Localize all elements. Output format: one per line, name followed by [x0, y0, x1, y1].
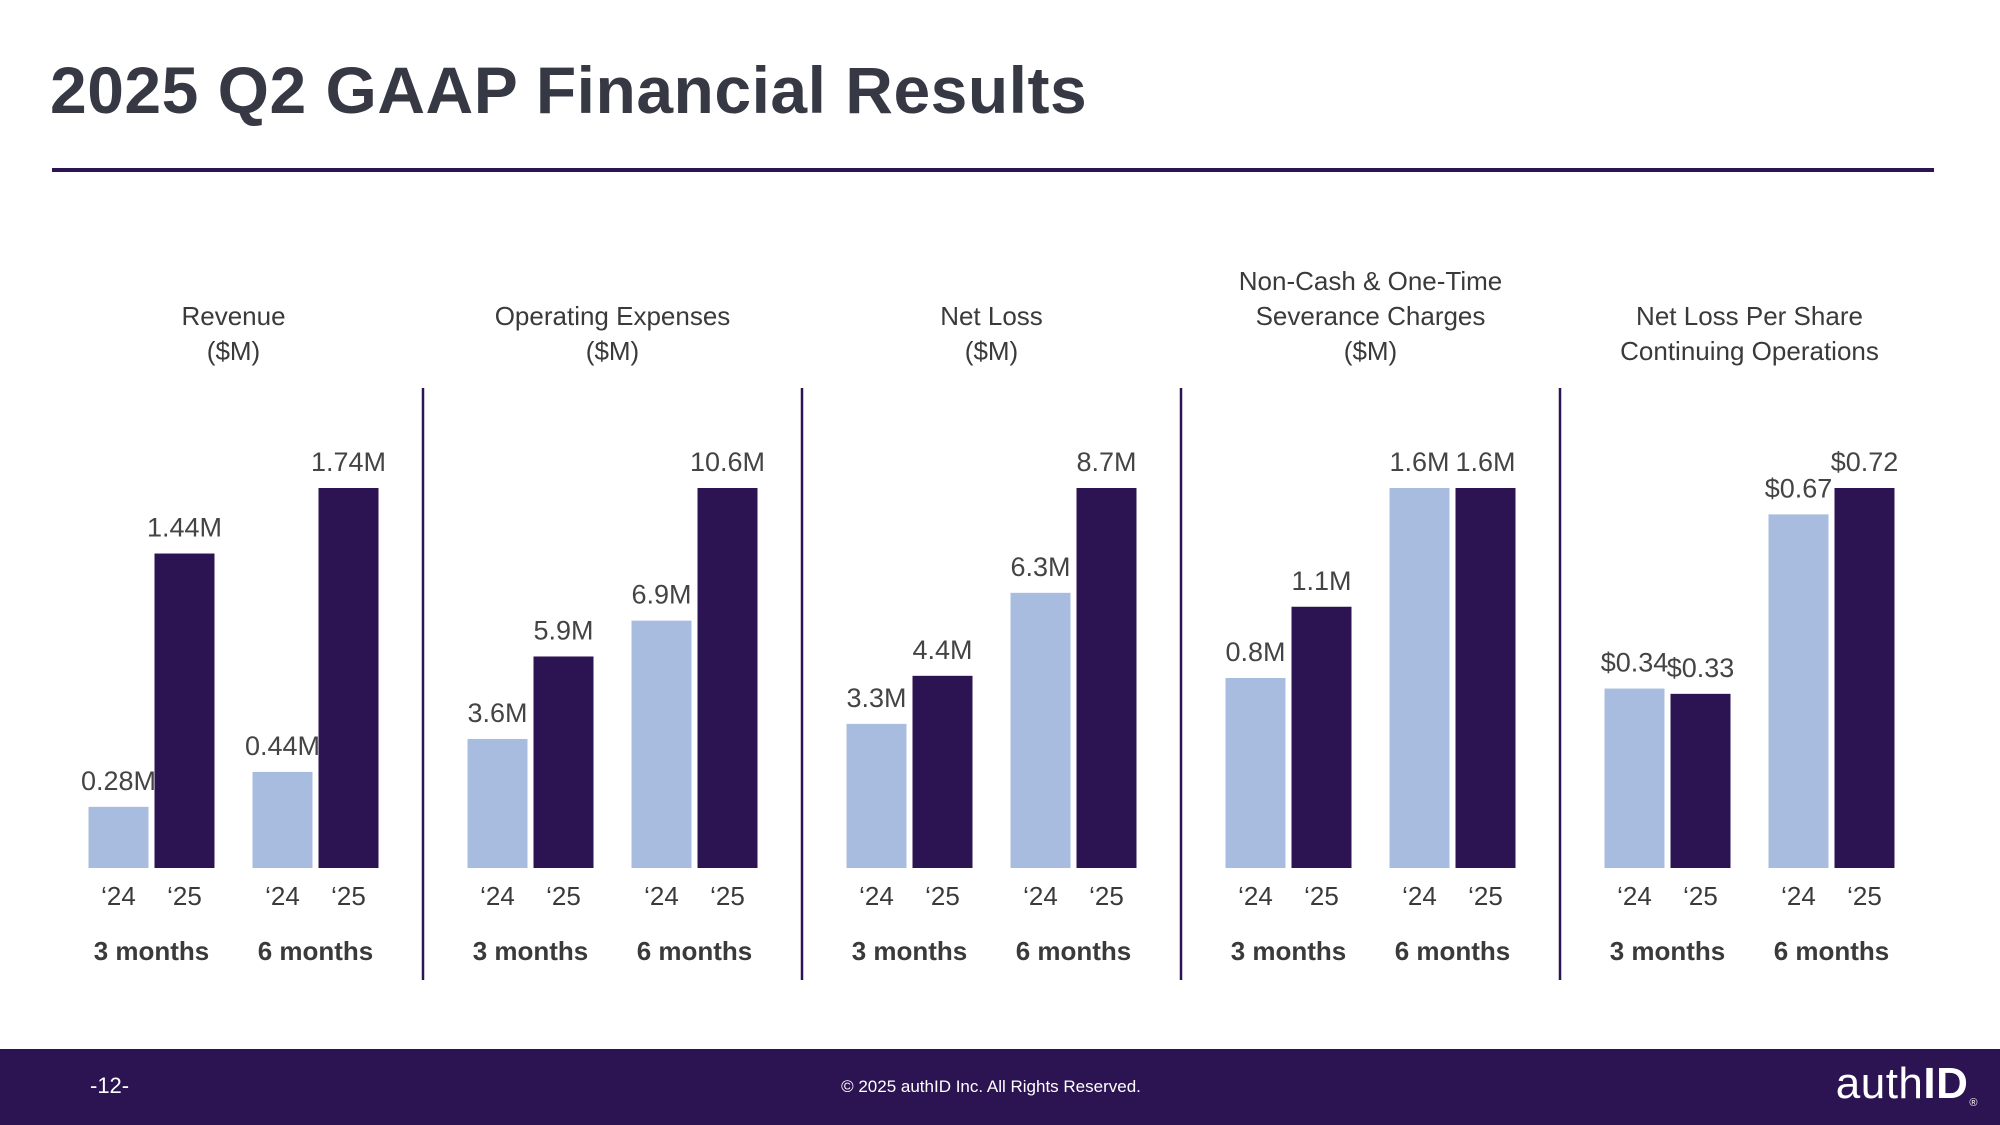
data-label: 1.6M	[1389, 447, 1449, 477]
data-label: 6.9M	[631, 580, 691, 610]
page-number: -12-	[90, 1073, 130, 1098]
year-tick-label: ‘24	[265, 881, 300, 911]
year-tick-label: ‘24	[101, 881, 136, 911]
chart-title-line: ($M)	[1344, 336, 1397, 366]
year-tick-label: ‘25	[1847, 881, 1882, 911]
data-label: 4.4M	[912, 635, 972, 665]
year-tick-label: ‘25	[1683, 881, 1718, 911]
group-label: 6 months	[258, 936, 374, 966]
data-label: 1.1M	[1291, 566, 1351, 596]
bar-2025-6-months	[1455, 488, 1516, 868]
bar-2024-6-months	[252, 771, 313, 868]
data-label: $0.34	[1601, 648, 1669, 678]
data-label: $0.72	[1831, 447, 1899, 477]
group-label: 6 months	[1395, 936, 1511, 966]
year-tick-label: ‘24	[1781, 881, 1816, 911]
chart-title-line: ($M)	[586, 336, 639, 366]
bar-2024-6-months	[631, 620, 692, 868]
group-label: 3 months	[852, 936, 968, 966]
bar-2024-3-months	[467, 738, 528, 868]
bar-2024-6-months	[1768, 514, 1829, 868]
bar-2025-6-months	[1834, 488, 1895, 868]
bar-2024-3-months	[846, 723, 907, 868]
data-label: 0.44M	[245, 731, 320, 761]
charts-area: Revenue ($M) 0.28M ‘24 1.44M ‘25 3 months 0.44M…	[81, 266, 1899, 980]
data-label: 3.3M	[846, 683, 906, 713]
chart-title-line: Operating Expenses	[495, 301, 731, 331]
group-label: 6 months	[637, 936, 753, 966]
year-tick-label: ‘24	[480, 881, 515, 911]
copyright-text: © 2025 authID Inc. All Rights Reserved.	[841, 1077, 1141, 1096]
title-underline	[52, 168, 1934, 172]
chart-title-line: ($M)	[965, 336, 1018, 366]
chart-title-line: Net Loss	[940, 301, 1043, 331]
logo-text-bold: ID	[1923, 1059, 1969, 1108]
year-tick-label: ‘25	[1089, 881, 1124, 911]
data-label: 5.9M	[533, 615, 593, 645]
year-tick-label: ‘24	[859, 881, 894, 911]
year-tick-label: ‘24	[1402, 881, 1437, 911]
year-tick-label: ‘24	[644, 881, 679, 911]
bar-2025-6-months	[697, 488, 758, 868]
year-tick-label: ‘25	[1304, 881, 1339, 911]
year-tick-label: ‘24	[1023, 881, 1058, 911]
year-tick-label: ‘25	[167, 881, 202, 911]
year-tick-label: ‘25	[546, 881, 581, 911]
year-tick-label: ‘25	[1468, 881, 1503, 911]
group-label: 3 months	[1231, 936, 1347, 966]
bar-2024-3-months	[1604, 688, 1665, 868]
data-label: $0.33	[1667, 653, 1735, 683]
bar-2025-3-months	[1291, 606, 1352, 868]
bar-2025-3-months	[912, 675, 973, 868]
chart-title-line: Revenue	[181, 301, 285, 331]
footer-bar: -12- © 2025 authID Inc. All Rights Reser…	[0, 1049, 2000, 1125]
bar-2024-6-months	[1389, 488, 1450, 868]
data-label: 1.74M	[311, 447, 386, 477]
group-label: 6 months	[1774, 936, 1890, 966]
bar-2024-6-months	[1010, 592, 1071, 868]
bar-2024-3-months	[88, 806, 149, 868]
logo-registered-mark: ®	[1969, 1097, 1978, 1109]
data-label: 0.28M	[81, 766, 156, 796]
data-label: 0.8M	[1225, 637, 1285, 667]
year-tick-label: ‘25	[925, 881, 960, 911]
chart-title-line: Severance Charges	[1256, 301, 1486, 331]
chart-title-line: Non-Cash & One-Time	[1239, 266, 1502, 296]
data-label: 6.3M	[1010, 552, 1070, 582]
bar-2025-3-months	[154, 553, 215, 868]
data-label: 1.6M	[1455, 447, 1515, 477]
bar-2025-3-months	[1670, 693, 1731, 868]
data-label: $0.67	[1765, 473, 1833, 503]
data-label: 1.44M	[147, 513, 222, 543]
year-tick-label: ‘24	[1617, 881, 1652, 911]
authid-logo: authID®	[1836, 1059, 1978, 1109]
data-label: 3.6M	[467, 698, 527, 728]
year-tick-label: ‘25	[710, 881, 745, 911]
bar-2024-3-months	[1225, 678, 1286, 868]
bar-2025-3-months	[533, 656, 594, 868]
bar-2025-6-months	[318, 488, 379, 868]
chart-title-line: Continuing Operations	[1620, 336, 1879, 366]
year-tick-label: ‘24	[1238, 881, 1273, 911]
group-label: 3 months	[94, 936, 210, 966]
chart-title-line: ($M)	[207, 336, 260, 366]
group-label: 3 months	[473, 936, 589, 966]
data-label: 8.7M	[1076, 447, 1136, 477]
bar-2025-6-months	[1076, 488, 1137, 868]
data-label: 10.6M	[690, 447, 765, 477]
group-label: 6 months	[1016, 936, 1132, 966]
chart-title-line: Net Loss Per Share	[1636, 301, 1863, 331]
page-title: 2025 Q2 GAAP Financial Results	[50, 53, 1088, 127]
group-label: 3 months	[1610, 936, 1726, 966]
year-tick-label: ‘25	[331, 881, 366, 911]
logo-text-light: auth	[1835, 1059, 1924, 1108]
